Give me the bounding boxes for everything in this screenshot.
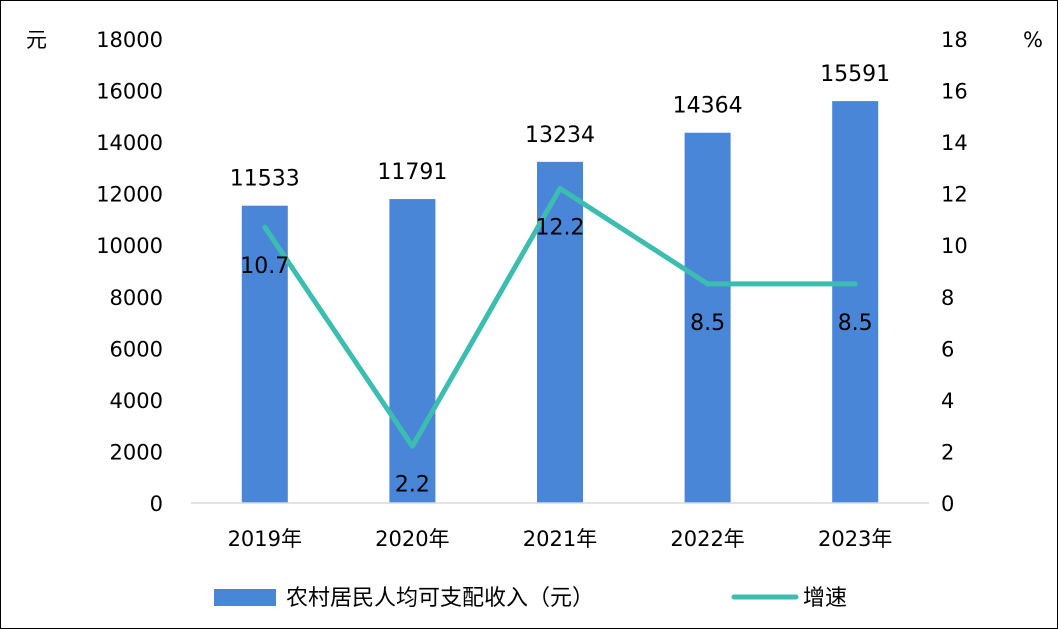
right-axis-unit: % <box>1023 28 1043 52</box>
line-data-labels: 10.7 2.2 12.2 8.5 8.5 <box>240 216 872 498</box>
right-axis-tick-label: 18 <box>941 28 968 52</box>
legend: 农村居民人均可支配收入（元） 增速 <box>214 586 847 611</box>
left-axis-tick-label: 4000 <box>110 389 163 413</box>
right-axis-tick-label: 10 <box>941 234 968 258</box>
right-axis-tick-label: 4 <box>941 389 954 413</box>
bar <box>832 101 879 503</box>
right-axis-tick-label: 6 <box>941 337 954 361</box>
x-axis-categories: 2019年 2020年 2021年 2022年 2023年 <box>228 527 893 551</box>
left-axis-tick-label: 8000 <box>110 286 163 310</box>
bar-data-label: 13234 <box>525 123 595 148</box>
growth-line-series <box>262 186 858 449</box>
growth-line <box>262 186 858 449</box>
bar <box>389 199 436 503</box>
left-axis-tick-label: 16000 <box>96 80 163 104</box>
right-axis-tick-label: 8 <box>941 286 954 310</box>
line-data-label: 12.2 <box>536 216 585 241</box>
bar-data-label: 15591 <box>820 62 890 87</box>
left-axis-tick-label: 2000 <box>110 440 163 464</box>
bar-series <box>241 101 879 504</box>
x-axis-tick-label: 2021年 <box>523 527 597 551</box>
right-axis-tick-label: 0 <box>941 492 954 516</box>
bar <box>241 205 288 503</box>
line-data-label: 2.2 <box>395 472 430 497</box>
bar-data-labels: 11533 11791 13234 14364 15591 <box>230 62 890 192</box>
left-axis-tick-label: 14000 <box>96 131 163 155</box>
bar-data-label: 11791 <box>377 160 447 185</box>
bar-data-label: 11533 <box>230 167 300 192</box>
right-axis: 0 2 4 6 8 10 12 14 16 18 <box>941 28 968 516</box>
right-axis-tick-label: 2 <box>941 440 954 464</box>
x-axis-tick-label: 2023年 <box>818 527 892 551</box>
line-data-label: 8.5 <box>838 311 873 336</box>
left-axis-tick-label: 18000 <box>96 28 163 52</box>
left-axis-tick-label: 0 <box>150 492 163 516</box>
left-axis-unit: 元 <box>26 28 47 52</box>
legend-bar-label: 农村居民人均可支配收入（元） <box>286 586 594 611</box>
line-data-label: 10.7 <box>240 254 289 279</box>
legend-bar-swatch <box>214 589 276 606</box>
right-axis-tick-label: 12 <box>941 183 968 207</box>
left-axis: 0 2000 4000 6000 8000 10000 12000 14000 16000 180… <box>96 28 163 516</box>
x-axis-tick-label: 2019年 <box>228 527 302 551</box>
right-axis-tick-label: 14 <box>941 131 968 155</box>
left-axis-tick-label: 12000 <box>96 183 163 207</box>
left-axis-tick-label: 10000 <box>96 234 163 258</box>
legend-line-label: 增速 <box>803 586 847 611</box>
bar <box>684 132 731 503</box>
x-axis-tick-label: 2022年 <box>670 527 744 551</box>
bar-data-label: 14364 <box>673 94 743 119</box>
line-data-label: 8.5 <box>690 311 725 336</box>
left-axis-tick-label: 6000 <box>110 337 163 361</box>
right-axis-tick-label: 16 <box>941 80 968 104</box>
x-axis-tick-label: 2020年 <box>375 527 449 551</box>
